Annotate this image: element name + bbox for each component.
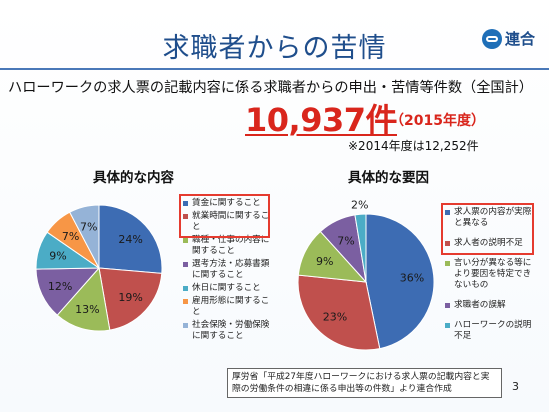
- pie-slice: [69, 204, 100, 269]
- page-title: 求職者からの苦情: [162, 33, 387, 64]
- legend-item: 求職者の誤解: [445, 300, 537, 311]
- legend-item: 選考方法・応募書類に関すること: [183, 259, 271, 281]
- slice-label: 7%: [337, 234, 354, 247]
- legend-swatch: [183, 286, 188, 291]
- title-divider: [0, 68, 549, 70]
- slice-label: 24%: [118, 233, 142, 246]
- legend-item: 雇用形態に関すること: [183, 296, 271, 318]
- legend-label: 社会保険・労働保険に関すること: [192, 320, 270, 341]
- pie-slice: [98, 204, 163, 274]
- legend-label: 職種・仕事の内容に関すること: [192, 235, 270, 256]
- highlight-box-cause: [441, 203, 534, 255]
- source-note: 厚労省「平成27年度ハローワークにおける求人票の記載内容と実際の労働条件の相違に…: [227, 368, 502, 398]
- legend-item: 職種・仕事の内容に関すること: [183, 235, 271, 257]
- pie-slice: [56, 266, 111, 332]
- slice-label: 9%: [49, 250, 66, 263]
- legend-swatch: [445, 261, 450, 266]
- legend-label: 求人者の説明不足: [454, 238, 523, 248]
- slice-label: 12%: [48, 280, 72, 293]
- legend-label: ハローワークの説明不足: [454, 320, 532, 341]
- slice-label: 19%: [118, 291, 142, 304]
- previous-year-note: ※2014年度は12,252件: [348, 139, 479, 153]
- legend-swatch: [183, 201, 188, 206]
- legend-swatch: [445, 210, 450, 215]
- pie-slice: [365, 213, 435, 350]
- legend-item: 言い分が異なる等により要因を特定できないもの: [445, 258, 537, 291]
- legend-swatch: [183, 299, 188, 304]
- pie-slice: [98, 267, 163, 331]
- legend-label: 言い分が異なる等により要因を特定できないもの: [454, 258, 532, 290]
- rengo-logo-icon: [481, 28, 502, 49]
- legend-swatch: [445, 303, 450, 308]
- chart-title-cause: 具体的な要因: [348, 170, 429, 186]
- legend-item: 休日に関すること: [183, 283, 271, 294]
- subtitle: ハローワークの求人票の記載内容に係る求職者からの申出・苦情等件数（全国計）: [8, 80, 533, 96]
- chart-title-content: 具体的な内容: [93, 170, 174, 186]
- slice-label: 36%: [400, 271, 424, 284]
- legend-content: 賃金に関すること就業時間に関すること 職種・仕事の内容に関すること 選考方法・応募書…: [183, 198, 271, 344]
- legend-swatch: [445, 323, 450, 328]
- logo-text: 連合: [504, 30, 535, 48]
- legend-label: 雇用形態に関すること: [192, 296, 270, 317]
- page-number: 3: [512, 380, 519, 393]
- slice-label: 13%: [75, 303, 99, 316]
- legend-label: 求人票の内容が実際と異なる: [454, 207, 532, 228]
- pie-chart-cause: 36% 23% 9% 7% 2%: [297, 198, 435, 351]
- legend-swatch: [445, 241, 450, 246]
- legend-label: 就業時間に関すること: [192, 211, 270, 232]
- legend-label: 選考方法・応募書類に関すること: [192, 259, 270, 280]
- legend-swatch: [183, 214, 188, 219]
- legend-item: 社会保険・労働保険に関すること: [183, 320, 271, 342]
- slice-label: 7%: [80, 220, 97, 233]
- highlight-box-content: [179, 194, 270, 238]
- pie-slice: [354, 213, 367, 283]
- legend-item: 求人者の説明不足: [445, 238, 537, 249]
- slice-label: 9%: [316, 255, 333, 268]
- slice-label: 2%: [351, 198, 368, 211]
- legend-item: 求人票の内容が実際と異なる: [445, 207, 537, 229]
- pie-chart-content: 24% 19% 13%12% 9% 7%7%: [35, 204, 163, 332]
- legend-item: 賃金に関すること: [183, 198, 271, 209]
- legend-label: 賃金に関すること: [192, 198, 261, 208]
- total-count: 10,937件: [245, 101, 398, 139]
- slice-label: 7%: [62, 230, 79, 243]
- legend-item: ハローワークの説明不足: [445, 320, 537, 342]
- legend-label: 休日に関すること: [192, 283, 261, 293]
- legend-swatch: [183, 238, 188, 243]
- legend-label: 求職者の誤解: [454, 300, 506, 310]
- pie-slice: [297, 274, 381, 351]
- legend-cause: 求人票の内容が実際と異なる求人者の説明不足言い分が異なる等により要因を特定できな…: [445, 207, 537, 351]
- legend-item: 就業時間に関すること: [183, 211, 271, 233]
- rengo-logo: 連合: [481, 28, 535, 49]
- legend-swatch: [183, 262, 188, 267]
- slice-label: 23%: [323, 310, 347, 323]
- total-year: （2015年度）: [390, 113, 485, 129]
- legend-swatch: [183, 323, 188, 328]
